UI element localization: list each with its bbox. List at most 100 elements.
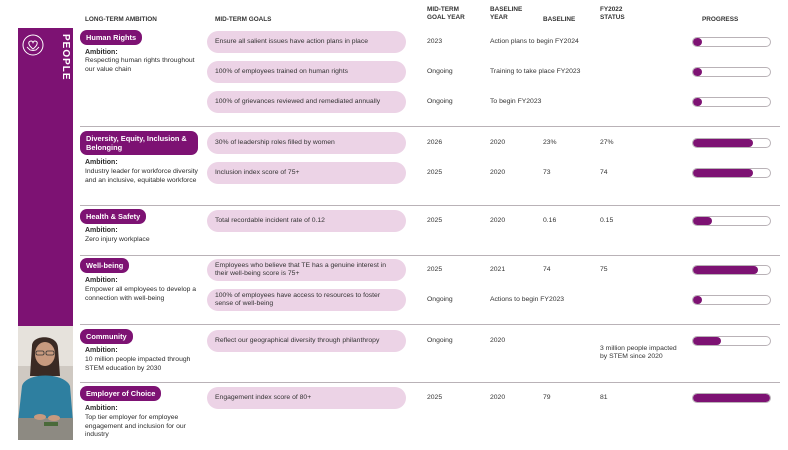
progress-fill	[693, 139, 754, 147]
ambition-label: Ambition:	[85, 159, 118, 166]
progress-fill	[693, 38, 703, 46]
goal-row: Reflect our geographical diversity throu…	[80, 330, 780, 360]
fy2022-status: 81	[600, 393, 608, 401]
fy2022-status: 75	[600, 265, 608, 273]
baseline-year: 2020	[490, 216, 506, 224]
goal-year: 2025	[427, 216, 443, 224]
baseline-year: Actions to begin FY2023	[490, 295, 565, 303]
progress-bar	[692, 97, 771, 107]
progress-fill	[693, 217, 713, 225]
baseline-year: 2020	[490, 336, 506, 344]
progress-bar	[692, 393, 771, 403]
fy2022-status: 0.15	[600, 216, 614, 224]
goal-row: Total recordable incident rate of 0.12 2…	[80, 210, 780, 232]
goal-text: Reflect our geographical diversity throu…	[207, 330, 406, 352]
goal-text: 100% of employees have access to resourc…	[207, 289, 406, 311]
ambition-label: Ambition:	[85, 405, 118, 412]
goal-year: 2025	[427, 168, 443, 176]
employee-photo-illustration	[18, 326, 73, 440]
baseline-year: Action plans to begin FY2024	[490, 37, 579, 45]
goal-year: Ongoing	[427, 295, 453, 303]
ambition-label: Ambition:	[85, 49, 118, 56]
header-baseline: BASELINE	[543, 16, 576, 23]
progress-bar	[692, 138, 771, 148]
baseline-value: 73	[543, 168, 551, 176]
baseline-year: 2020	[490, 168, 506, 176]
goal-year: 2023	[427, 37, 443, 45]
goal-row: Engagement index score of 80+ 2025 2020 …	[80, 387, 780, 409]
progress-fill	[693, 98, 703, 106]
goal-row: Inclusion index score of 75+ 2025 2020 7…	[80, 162, 780, 184]
baseline-value: 0.16	[543, 216, 557, 224]
section-community: Community Ambition: 10 million people im…	[80, 329, 780, 383]
section-divider	[80, 324, 780, 325]
section-health-safety: Health & Safety Ambition: Zero injury wo…	[80, 209, 780, 256]
section-diversity-equity-inclusion: Diversity, Equity, Inclusion & Belonging…	[80, 131, 780, 206]
progress-fill	[693, 394, 770, 402]
section-tag: Diversity, Equity, Inclusion & Belonging	[80, 131, 198, 155]
goal-year: Ongoing	[427, 336, 453, 344]
section-divider	[80, 126, 780, 127]
goal-text: 100% of employees trained on human right…	[207, 61, 406, 83]
goal-text: Total recordable incident rate of 0.12	[207, 210, 406, 232]
section-divider	[80, 205, 780, 206]
ambition-text: Empower all employees to develop a conne…	[85, 286, 197, 302]
section-employer-of-choice: Employer of Choice Ambition: Top tier em…	[80, 386, 780, 446]
baseline-value: 74	[543, 265, 551, 273]
progress-fill	[693, 337, 721, 345]
goal-year: 2026	[427, 138, 443, 146]
goal-year: 2025	[427, 265, 443, 273]
section-tag: Human Rights	[80, 30, 143, 45]
goal-text: 100% of grievances reviewed and remediat…	[207, 91, 406, 113]
header-progress: PROGRESS	[702, 16, 739, 23]
progress-bar	[692, 336, 771, 346]
goal-text: Ensure all salient issues have action pl…	[207, 31, 406, 53]
goal-year: 2025	[427, 393, 443, 401]
ambition-label: Ambition:	[85, 227, 118, 234]
section-divider	[80, 382, 780, 383]
progress-bar	[692, 216, 771, 226]
progress-bar	[692, 295, 771, 305]
goal-row: 100% of employees trained on human right…	[80, 61, 780, 83]
people-sidebar: PEOPLE	[18, 28, 73, 328]
section-tag: Community	[80, 329, 133, 344]
header-goal-year: MID-TERM GOAL YEAR	[427, 6, 465, 21]
section-divider	[80, 255, 780, 256]
progress-bar	[692, 67, 771, 77]
baseline-value: 79	[543, 393, 551, 401]
ambition-text: Top tier employer for employee engagemen…	[85, 414, 186, 439]
fy2022-status: 74	[600, 168, 608, 176]
goal-text: Employees who believe that TE has a genu…	[207, 259, 406, 281]
header-ambition: LONG-TERM AMBITION	[85, 16, 157, 23]
progress-bar	[692, 168, 771, 178]
section-tag: Employer of Choice	[80, 386, 162, 401]
ambition-text: Industry leader for workforce diversity …	[85, 168, 198, 184]
goal-row: Ensure all salient issues have action pl…	[80, 31, 780, 53]
header-status: FY2022 STATUS	[600, 6, 625, 21]
fy2022-status: 3 million people impacted by STEM since …	[600, 344, 677, 360]
ambition-text: 10 million people impacted through STEM …	[85, 356, 191, 372]
section-tag: Well-being	[80, 258, 130, 273]
baseline-year: To begin FY2023	[490, 97, 542, 105]
goal-row: 100% of employees have access to resourc…	[80, 289, 780, 311]
section-human-rights: Human Rights Ambition: Respecting human …	[80, 30, 780, 127]
baseline-year: 2020	[490, 393, 506, 401]
heart-hands-icon	[22, 34, 44, 56]
ambition-label: Ambition:	[85, 277, 118, 284]
baseline-value: 23%	[543, 138, 557, 146]
goal-row: Employees who believe that TE has a genu…	[80, 259, 780, 281]
progress-fill	[693, 296, 703, 304]
header-goals: MID-TERM GOALS	[215, 16, 272, 23]
header-baseline-year: BASELINE YEAR	[490, 6, 523, 21]
goal-year: Ongoing	[427, 97, 453, 105]
employee-photo	[18, 326, 73, 440]
ambition-text: Zero injury workplace	[85, 236, 150, 243]
goal-text: Inclusion index score of 75+	[207, 162, 406, 184]
ambition-text: Respecting human rights throughout our v…	[85, 57, 195, 73]
goal-text: Engagement index score of 80+	[207, 387, 406, 409]
progress-fill	[693, 266, 759, 274]
baseline-year: 2020	[490, 138, 506, 146]
progress-fill	[693, 68, 703, 76]
goal-row: 30% of leadership roles filled by women …	[80, 132, 780, 154]
goal-text: 30% of leadership roles filled by women	[207, 132, 406, 154]
